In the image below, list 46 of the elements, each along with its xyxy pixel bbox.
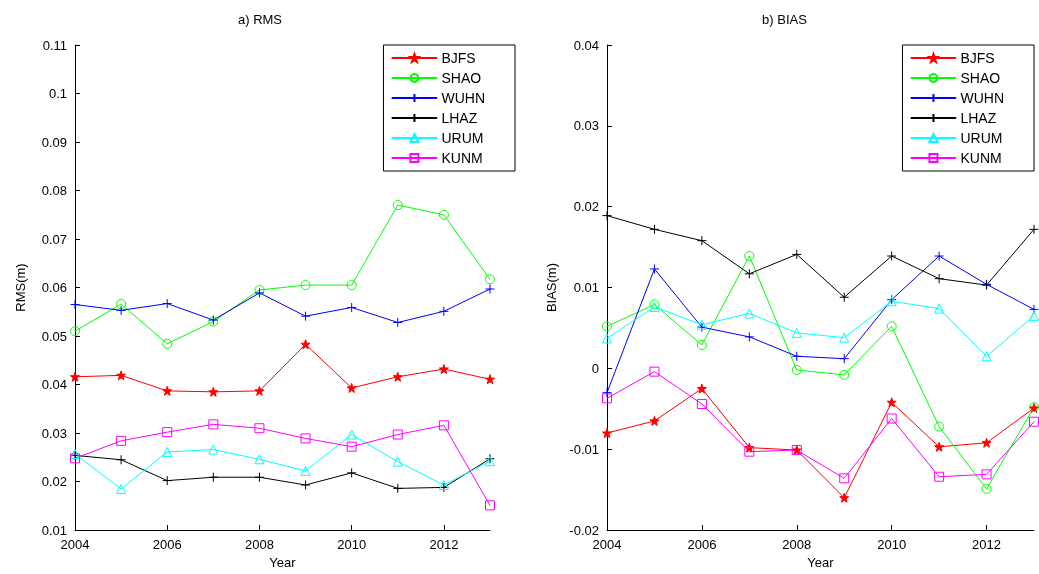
x-tick-label: 2004	[60, 537, 90, 553]
y-tick-label: 0.04	[573, 37, 599, 53]
x-tick-label: 2012	[972, 537, 1002, 553]
legend-label: KUNM	[960, 150, 1002, 166]
y-tick-label: 0.03	[573, 118, 599, 134]
y-tick-label: 0.06	[41, 280, 67, 296]
legend-label: BJFS	[441, 50, 476, 66]
legend-label: LHAZ	[960, 110, 997, 126]
y-tick-label: 0.08	[41, 183, 67, 199]
y-axis-title: RMS(m)	[13, 263, 28, 312]
legend-label: KUNM	[441, 150, 483, 166]
y-tick-label: 0.11	[42, 37, 67, 53]
legend-label: WUHN	[441, 90, 485, 106]
y-tick-label: 0.05	[41, 328, 67, 344]
legend-label: URUM	[441, 130, 484, 146]
legend-label: LHAZ	[441, 110, 478, 126]
x-tick-label: 2008	[782, 537, 812, 553]
x-tick-label: 2004	[592, 537, 622, 553]
x-tick-label: 2010	[337, 537, 367, 553]
x-tick-label: 2010	[877, 537, 907, 553]
y-tick-label: 0.1	[48, 86, 67, 102]
x-tick-label: 2006	[687, 537, 717, 553]
y-tick-label: 0.01	[41, 522, 67, 538]
y-tick-label: -0.01	[569, 441, 599, 457]
y-tick-label: 0.07	[41, 231, 67, 247]
x-tick-label: 2012	[429, 537, 459, 553]
legend-label: WUHN	[960, 90, 1004, 106]
legend-label: URUM	[960, 130, 1003, 146]
legend-label: SHAO	[441, 70, 482, 86]
chart-title: a) RMS	[237, 12, 283, 27]
y-tick-label: 0.02	[573, 199, 599, 215]
x-tick-label: 2006	[152, 537, 182, 553]
y-tick-label: 0.09	[41, 134, 67, 150]
x-axis-title: Year	[807, 555, 835, 570]
x-tick-label: 2008	[244, 537, 274, 553]
legend-label: BJFS	[960, 50, 995, 66]
y-axis-title: BIAS(m)	[544, 262, 560, 313]
x-axis-title: Year	[269, 555, 297, 570]
y-tick-label: 0.04	[41, 377, 67, 393]
chart-title: b) BIAS	[762, 12, 808, 27]
y-tick-label: 0.01	[573, 280, 599, 296]
y-tick-label: 0.02	[41, 474, 67, 490]
y-tick-label: -0.02	[569, 522, 599, 538]
legend-label: SHAO	[960, 70, 1001, 86]
y-tick-label: 0.03	[41, 425, 67, 441]
y-tick-label: 0	[591, 360, 599, 376]
